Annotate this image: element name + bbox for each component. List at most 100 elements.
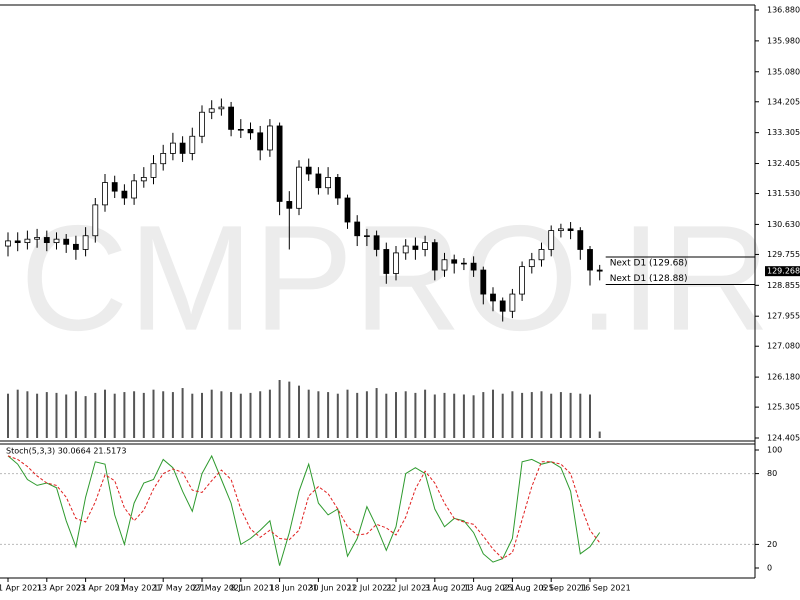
candle-body <box>199 111 205 137</box>
x-tick-label: 5 May 2021 <box>114 584 161 593</box>
volume-bar <box>181 388 184 438</box>
candle-body <box>451 259 458 264</box>
volume-bar <box>492 389 494 438</box>
candle-body <box>480 269 487 295</box>
volume-bar <box>433 394 436 438</box>
volume-bar <box>540 391 543 438</box>
candle-body <box>596 269 603 272</box>
volume-bar <box>123 392 126 438</box>
y-tick-label: 135.080 <box>767 67 800 76</box>
candle-body <box>102 182 108 206</box>
volume-bar <box>55 392 58 438</box>
volume-bar <box>191 393 194 438</box>
candle-body <box>92 204 99 237</box>
indicator-line <box>7 454 601 566</box>
y-tick-label: 133.305 <box>767 128 800 137</box>
candle-body <box>383 249 390 274</box>
price-tag <box>765 266 800 277</box>
x-tick-label: 6 Sep 2021 <box>541 584 587 593</box>
x-tick-label: 8 Jun 2021 <box>231 584 274 593</box>
volume-bar <box>453 393 456 438</box>
candle-body <box>490 293 496 302</box>
x-tick-label: 16 Sep 2021 <box>580 584 631 593</box>
y-tick-label: 132.405 <box>767 159 800 168</box>
y-tick-label: 135.980 <box>767 36 800 45</box>
volume-bar <box>26 391 29 438</box>
candle-body <box>470 262 477 271</box>
volume-bar <box>259 391 262 438</box>
volume-bar <box>298 385 300 438</box>
candle-body <box>315 173 322 189</box>
volume-bar <box>171 392 174 438</box>
candle-body <box>431 242 438 271</box>
volume-bar <box>113 393 116 438</box>
indicator-tick-label: 0 <box>767 564 772 573</box>
volume-bar <box>278 380 281 438</box>
candle-body <box>228 106 235 130</box>
indicator-tick-label: 80 <box>767 469 777 478</box>
volume-bar <box>550 393 553 438</box>
candle-body <box>393 252 399 274</box>
candle-body <box>567 228 574 232</box>
candle-body <box>363 235 370 237</box>
level-label: Next D1 (128.88) <box>610 274 688 284</box>
y-tick-label: 129.755 <box>767 250 800 259</box>
indicator-tick-label: 20 <box>767 540 777 549</box>
candle-body <box>587 249 593 271</box>
volume-bar <box>501 393 504 438</box>
volume-bar <box>210 389 213 438</box>
x-tick-label: 17 May 2021 <box>153 584 205 593</box>
volume-bar <box>385 393 388 438</box>
level-label: Next D1 (129.68) <box>610 259 688 269</box>
candle-body <box>412 245 419 250</box>
volume-bar <box>559 392 562 438</box>
volume-bar <box>317 391 320 438</box>
y-tick-label: 124.405 <box>767 434 800 443</box>
x-tick-label: 18 Jun 2021 <box>270 584 318 593</box>
volume-bar <box>7 393 9 438</box>
volume-bar <box>530 392 533 438</box>
volume-bar <box>414 392 417 438</box>
volume-bar <box>220 391 223 438</box>
x-tick-label: 25 Aug 2021 <box>502 584 553 593</box>
candle-body <box>286 201 293 209</box>
candle-body <box>150 163 157 178</box>
candle-body <box>548 230 555 250</box>
volume-bar <box>579 393 582 438</box>
y-tick-label: 134.205 <box>767 97 800 106</box>
candle-body <box>237 128 244 131</box>
volume-bar <box>65 394 68 438</box>
volume-bar <box>462 394 465 438</box>
y-tick-label: 126.180 <box>767 373 800 382</box>
x-tick-label: 3 Aug 2021 <box>425 584 471 593</box>
candle-body <box>169 142 176 154</box>
candle-body <box>82 235 89 250</box>
volume-bar <box>346 389 349 438</box>
candle-body <box>43 237 50 244</box>
volume-bar <box>598 431 601 438</box>
candle-body <box>189 135 196 154</box>
volume-bar <box>569 392 572 438</box>
candle-body <box>24 238 31 244</box>
volume-bar <box>424 389 427 438</box>
candle-body <box>305 166 312 175</box>
candle-body <box>354 221 361 237</box>
volume-bar <box>230 392 233 438</box>
candle-body <box>266 125 273 151</box>
volume-bar <box>336 393 339 438</box>
candle-body <box>296 166 302 209</box>
volume-bar <box>74 391 77 438</box>
candle-body <box>519 266 525 295</box>
candle-body <box>63 238 70 245</box>
candle-body <box>140 177 147 182</box>
x-tick-label: 23 Apr 2021 <box>76 584 125 593</box>
volume-bar <box>142 392 145 438</box>
y-tick-label: 130.630 <box>767 220 800 229</box>
volume-bar <box>249 392 252 438</box>
price-tag-label: 129.268 <box>767 267 800 276</box>
volume-bar <box>511 391 514 438</box>
x-tick-label: 13 Apr 2021 <box>37 584 86 593</box>
candle-body <box>325 177 332 189</box>
watermark: CMPRO.IR <box>20 194 770 362</box>
